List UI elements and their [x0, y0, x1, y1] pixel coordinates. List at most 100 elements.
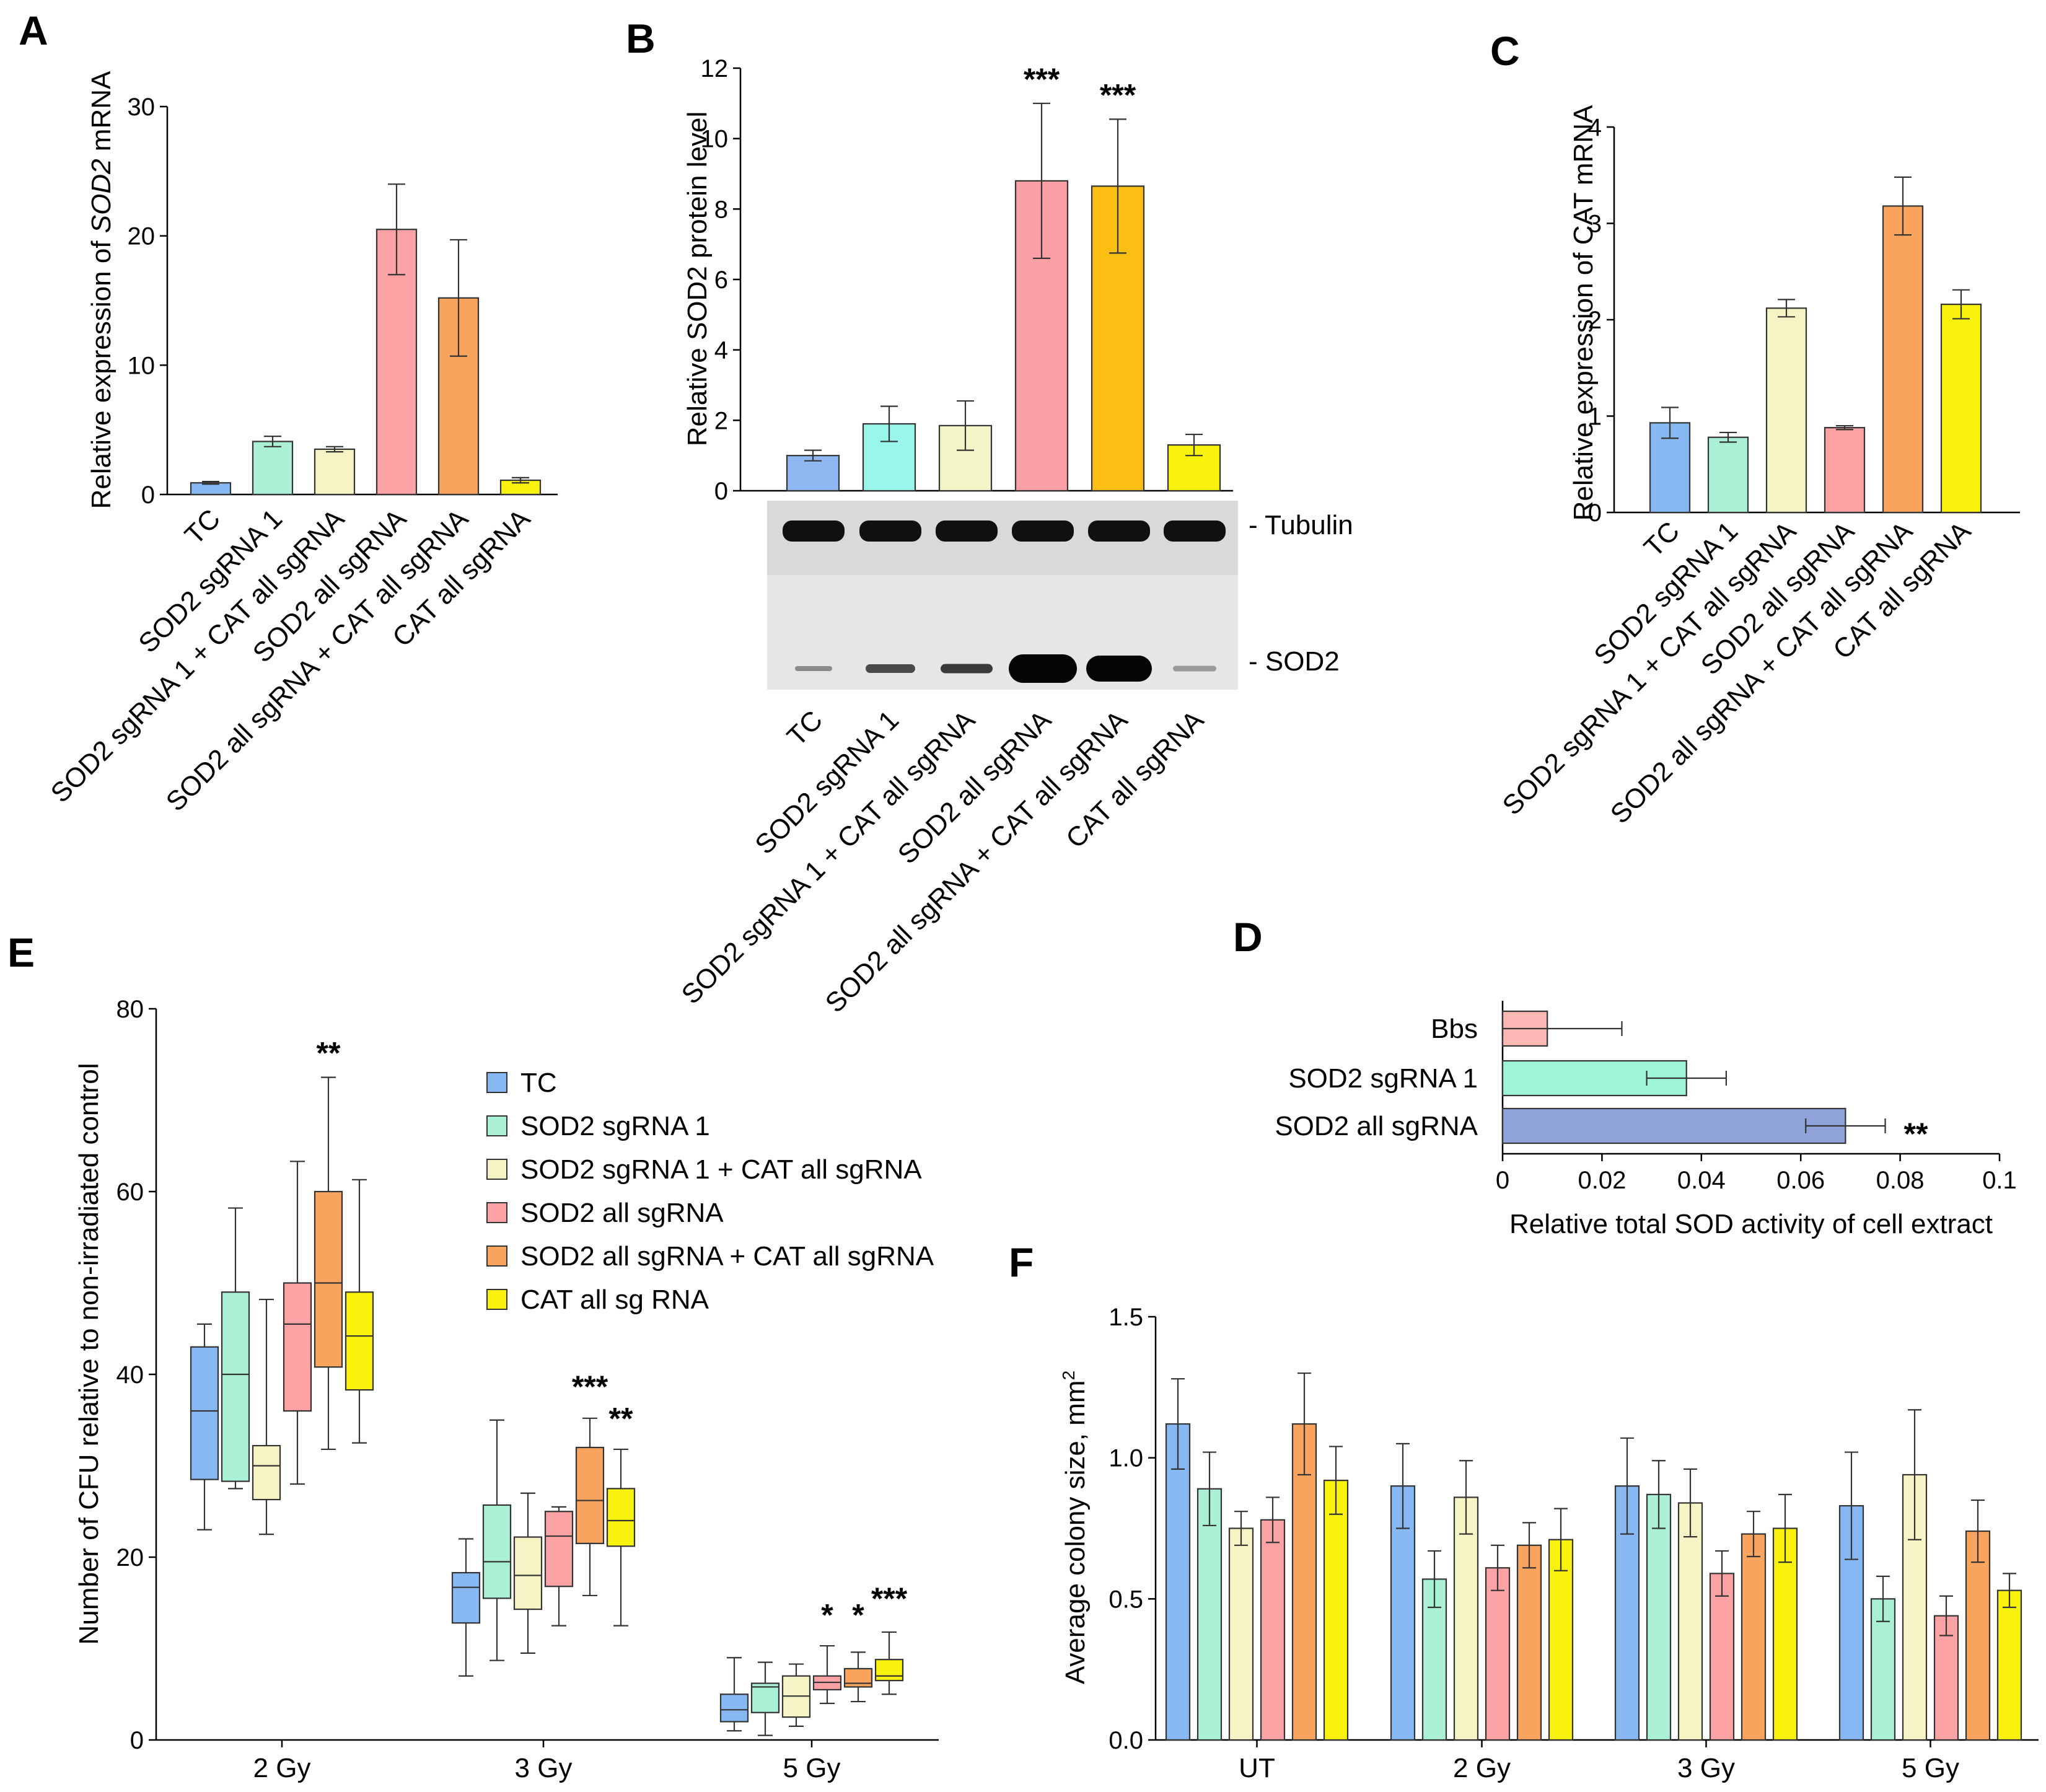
b-sod2-band: [1009, 654, 1077, 683]
panel-label-e: E: [7, 929, 35, 975]
panel-e: 0 20 40 60 80 Number of CFU relative to non-i…: [74, 996, 939, 1783]
d-bar: [1501, 1107, 1846, 1144]
f-bar: [1709, 1573, 1735, 1741]
a-y-tick-label: 0: [141, 481, 155, 509]
b-tubulin-band: [859, 520, 921, 542]
f-bar: [1741, 1533, 1767, 1741]
panel-label-c: C: [1490, 28, 1520, 74]
d-category-label: SOD2 sgRNA 1: [1288, 1063, 1478, 1094]
f-bar: [1614, 1485, 1640, 1741]
b-category-label: SOD2 sgRNA 1 + CAT all sgRNA: [675, 705, 981, 1010]
b-tubulin-band: [936, 520, 998, 542]
d-x-axis-label: Relative total SOD activity of cell extr…: [1509, 1209, 1993, 1239]
e-legend-label: SOD2 sgRNA 1 + CAT all sgRNA: [520, 1154, 922, 1185]
e-significance: **: [317, 1036, 341, 1071]
panel-d: 0 0.02 0.04 0.06 0.08 0.1 Relative total SOD a…: [1275, 1001, 2017, 1239]
b-tubulin-band: [1088, 520, 1150, 542]
d-x-tick-label: 0.02: [1578, 1167, 1626, 1194]
f-bar: [1772, 1527, 1798, 1741]
b-y-tick-label: 4: [714, 337, 728, 364]
a-category-label: TC: [179, 503, 226, 550]
f-bar: [1677, 1502, 1703, 1741]
e-legend-swatch: [486, 1202, 507, 1223]
c-y-axis-label: Relative expression of CAT mRNA: [1568, 105, 1599, 520]
e-y-tick-label: 20: [116, 1544, 144, 1571]
b-y-tick-label: 8: [714, 196, 728, 223]
f-bar: [1228, 1527, 1254, 1741]
e-box: [874, 1659, 904, 1682]
b-y-tick-label: 0: [714, 478, 728, 505]
e-box: [451, 1571, 481, 1624]
b-category-label: CAT all sgRNA: [1060, 705, 1210, 854]
e-y-tick-label: 60: [116, 1179, 144, 1206]
e-legend-label: CAT all sg RNA: [520, 1285, 709, 1315]
f-y-tick-label: 0.0: [1109, 1727, 1143, 1754]
e-y-tick-label: 80: [116, 996, 144, 1023]
e-legend-swatch: [486, 1159, 507, 1180]
a-y-axis-label: Relative expression of SOD2 mRNA: [86, 71, 116, 509]
b-category-label: TC: [781, 705, 828, 752]
f-bar: [1453, 1496, 1479, 1741]
f-bar: [1196, 1488, 1223, 1741]
c-y-tick-label: 0: [1588, 499, 1602, 527]
e-x-tick-label: 3 Gy: [515, 1753, 573, 1783]
b-y-tick-label: 12: [701, 55, 729, 82]
e-x-tick-label: 5 Gy: [783, 1753, 841, 1783]
b-sod2-band: [1086, 656, 1152, 682]
d-x-tick-label: 0: [1496, 1167, 1509, 1194]
b-blot-label-tubulin: - Tubulin: [1249, 510, 1353, 540]
e-y-tick-label: 40: [116, 1361, 144, 1389]
panel-label-d: D: [1233, 914, 1263, 960]
panel-label-b: B: [626, 15, 656, 61]
e-box: [283, 1282, 312, 1412]
c-bar: [1707, 436, 1749, 514]
f-bar: [1548, 1539, 1574, 1741]
d-x-tick-label: 0.06: [1776, 1167, 1825, 1194]
f-x-tick-label: 3 Gy: [1677, 1753, 1735, 1783]
f-y-axis-label: Average colony size, mm2: [1059, 1371, 1091, 1684]
f-bar: [1165, 1423, 1191, 1741]
e-box: [750, 1682, 780, 1713]
c-y-tick-label: 2: [1588, 307, 1602, 334]
d-x-tick-label: 0.1: [1982, 1167, 2017, 1194]
f-y-tick-label: 0.5: [1109, 1586, 1143, 1613]
f-x-tick-label: UT: [1239, 1753, 1275, 1783]
f-bar: [1260, 1519, 1286, 1741]
a-y-tick-label: 30: [128, 94, 156, 121]
d-category-label: Bbs: [1431, 1014, 1478, 1044]
b-tubulin-band: [1012, 520, 1074, 542]
panel-label-a: A: [19, 7, 48, 53]
b-sod2-band: [1173, 665, 1216, 672]
e-box: [314, 1190, 343, 1368]
e-box: [252, 1444, 281, 1501]
e-legend-swatch: [486, 1072, 507, 1093]
b-significance: ***: [1024, 62, 1060, 97]
c-bar: [1765, 307, 1807, 514]
e-box: [544, 1511, 574, 1588]
b-sod2-band: [795, 666, 832, 671]
e-y-axis-label: Number of CFU relative to non-irradiated…: [74, 1063, 104, 1645]
e-significance: *: [852, 1598, 864, 1633]
f-bar: [1870, 1598, 1896, 1741]
c-y-tick-label: 1: [1588, 403, 1602, 431]
f-bar: [1646, 1493, 1672, 1741]
c-bar: [1882, 205, 1924, 514]
f-bar: [1485, 1567, 1511, 1741]
b-blot-label-sod2: - SOD2: [1249, 646, 1340, 677]
b-y-tick-label: 10: [701, 126, 729, 153]
a-y-tick-label: 10: [128, 352, 156, 379]
b-sod2-band: [941, 664, 993, 674]
e-significance: **: [609, 1402, 633, 1436]
d-category-label: SOD2 all sgRNA: [1275, 1111, 1478, 1141]
e-box: [221, 1291, 250, 1482]
e-legend-swatch: [486, 1245, 507, 1267]
e-legend-label: SOD2 all sgRNA + CAT all sgRNA: [520, 1241, 934, 1272]
c-category-label: TC: [1638, 516, 1685, 563]
f-x-tick-label: 2 Gy: [1453, 1753, 1511, 1783]
e-y-tick-label: 0: [130, 1727, 144, 1754]
f-y-tick-label: 1.5: [1109, 1304, 1143, 1331]
